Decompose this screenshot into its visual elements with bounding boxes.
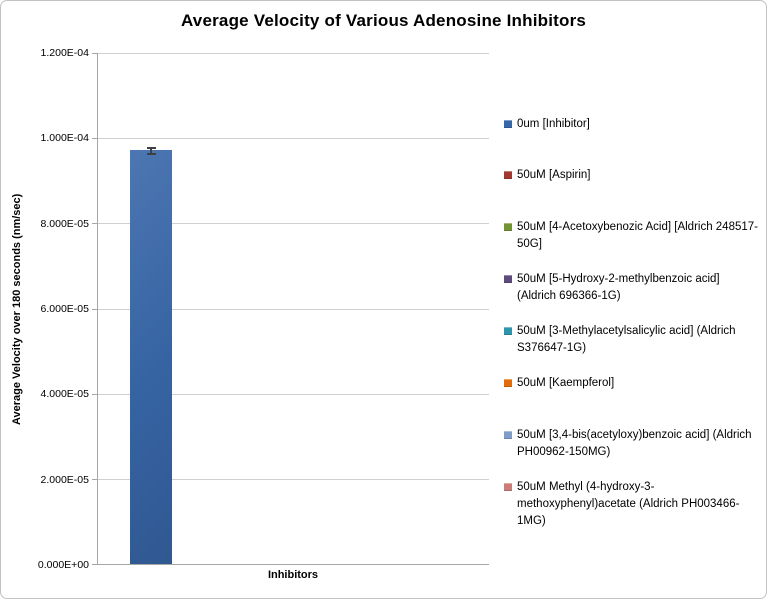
legend-swatch (504, 223, 512, 231)
legend-swatch (504, 275, 512, 283)
gridline (98, 479, 489, 480)
ytick-mark (92, 394, 97, 395)
legend-label: S376647-1G) (517, 342, 587, 354)
legend-entry: 50uM [3-Methylacetylsalicylic acid] (Ald… (504, 323, 762, 357)
legend-entry: 50uM [Aspirin] (504, 167, 762, 184)
legend-entry: 50uM [3,4-bis(acetyloxy)benzoic acid] (A… (504, 427, 762, 461)
legend-label: 50uM Methyl (4-hydroxy-3- (517, 481, 655, 493)
legend-entry: 50uM Methyl (4-hydroxy-3- methoxyphenyl)… (504, 479, 762, 530)
gridline (98, 138, 489, 139)
ytick-mark (92, 53, 97, 54)
legend-label: 50uM [Aspirin] (517, 169, 591, 181)
ytick-label: 1.200E-04 (40, 47, 89, 59)
legend-label: 50uM [3-Methylacetylsalicylic acid] (Ald… (517, 325, 736, 337)
ytick-mark (92, 223, 97, 224)
ytick-label: 4.000E-05 (40, 388, 89, 400)
x-axis-title: Inhibitors (267, 569, 319, 581)
legend-entry: 50uM [4-Acetoxybenozic Acid] [Aldrich 24… (504, 219, 762, 253)
gridline (98, 394, 489, 395)
bar-series-0 (130, 150, 172, 564)
legend-entry: 0um [Inhibitor] (504, 116, 762, 133)
legend: 0um [Inhibitor] 50uM [Aspirin] 50uM [4-A… (504, 1, 764, 600)
ytick-mark (92, 479, 97, 480)
legend-swatch (504, 327, 512, 335)
legend-label: 50uM [4-Acetoxybenozic Acid] [Aldrich 24… (517, 221, 758, 233)
ytick-label: 0.000E+00 (37, 559, 89, 571)
legend-entry: 50uM [Kaempferol] (504, 375, 762, 392)
legend-label: methoxyphenyl)acetate (Aldrich PH003466- (517, 498, 740, 510)
legend-label: PH00962-150MG) (517, 446, 611, 458)
ytick-label: 1.000E-04 (40, 132, 89, 144)
ytick-mark (92, 138, 97, 139)
legend-entry: 50uM [5-Hydroxy-2-methylbenzoic acid] (A… (504, 271, 762, 305)
gridline (98, 53, 489, 54)
legend-label: (Aldrich 696366-1G) (517, 290, 621, 302)
error-bar (146, 146, 156, 156)
legend-label: 50uM [Kaempferol] (517, 377, 615, 389)
x-axis-line (97, 564, 489, 565)
plot-area (92, 53, 489, 565)
y-axis-line (97, 53, 98, 565)
gridline (98, 309, 489, 310)
legend-swatch (504, 483, 512, 491)
legend-swatch (504, 379, 512, 387)
legend-swatch (504, 431, 512, 439)
legend-label: 50G] (517, 238, 542, 250)
ytick-label: 2.000E-05 (40, 474, 89, 486)
legend-label: 50uM [5-Hydroxy-2-methylbenzoic acid] (517, 273, 720, 285)
legend-swatch (504, 120, 512, 128)
legend-swatch (504, 171, 512, 179)
chart-title: Average Velocity of Various Adenosine In… (180, 11, 587, 30)
ytick-label: 8.000E-05 (40, 218, 89, 230)
legend-label: 50uM [3,4-bis(acetyloxy)benzoic acid] (A… (517, 429, 752, 441)
ytick-label: 6.000E-05 (40, 303, 89, 315)
legend-label: 0um [Inhibitor] (517, 118, 590, 130)
ytick-mark (92, 309, 97, 310)
gridline (98, 223, 489, 224)
legend-label: 1MG) (517, 515, 546, 527)
ytick-mark (92, 564, 97, 565)
